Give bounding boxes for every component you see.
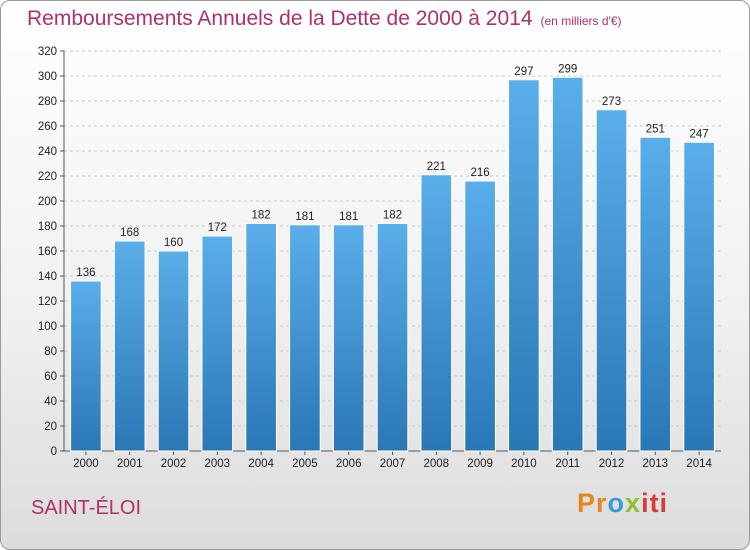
bar-2010[interactable] [508,79,540,452]
y-tick-label: 200 [38,196,57,208]
chart-title-main: Remboursements Annuels de la Dette de 20… [27,7,533,30]
bar-2013[interactable] [639,136,672,452]
y-tick-label: 280 [38,96,57,108]
y-tick-label: 140 [38,271,57,283]
bar-2011[interactable] [551,76,584,452]
y-tick-label: 180 [38,221,57,233]
bars [70,76,715,452]
x-tick-label: 2009 [467,458,493,470]
chart-title: Remboursements Annuels de la Dette de 20… [27,7,622,31]
x-tick-label: 2012 [599,458,625,470]
data-label-2002: 160 [164,237,183,249]
chart-title-unit: (en milliers d'€) [540,14,622,28]
bar-2002[interactable] [157,250,190,452]
x-tick-label: 2001 [117,458,143,470]
y-tick-label: 240 [38,146,57,158]
y-tick-label: 40 [44,396,57,408]
y-tick-label: 220 [38,171,57,183]
bar-2012[interactable] [595,109,628,452]
x-tick-label: 2000 [73,458,99,470]
x-tick-label: 2003 [205,458,231,470]
bar-2004[interactable] [245,223,277,452]
data-label-2003: 172 [208,222,227,234]
y-tick-label: 20 [44,421,57,433]
bar-2001[interactable] [113,240,146,452]
data-label-2011: 299 [558,63,577,75]
x-tick-label: 2002 [161,458,187,470]
data-label-2008: 221 [427,161,446,173]
data-label-2010: 297 [514,66,533,78]
data-label-2014: 247 [690,128,709,140]
logo-part-4: iti [641,488,669,518]
x-tick-label: 2011 [555,458,580,470]
bar-2014[interactable] [683,141,715,452]
data-labels: 136 168 160 172 182 181 181 182 221 216 297 299 273 2… [76,63,708,279]
y-tick-label: 260 [38,121,57,133]
x-tick-label: 2007 [380,458,406,470]
y-tick-label: 0 [51,446,57,458]
y-tick-label: 300 [38,71,57,83]
logo-part-3: x [625,488,642,518]
logo-part-2: o [607,488,626,518]
y-tick-label: 320 [38,46,57,58]
x-tick-label: 2006 [336,458,362,470]
data-label-2004: 182 [252,210,271,222]
bar-2009[interactable] [464,180,496,452]
data-label-2006: 181 [339,211,358,223]
data-label-2012: 273 [602,96,621,108]
commune-name: SAINT-ÉLOI [31,497,142,519]
bar-2007[interactable] [376,223,409,452]
x-tick-label: 2008 [424,458,450,470]
bar-2006[interactable] [332,224,365,452]
data-label-2001: 168 [120,227,139,239]
bar-2003[interactable] [201,235,234,452]
proxiti-logo[interactable]: Proxiti [577,488,668,519]
x-tick-label: 2010 [511,458,537,470]
logo-part-1: Pr [577,488,608,518]
x-tick-label: 2014 [686,458,712,470]
data-label-2009: 216 [471,167,490,179]
x-tick-label: 2005 [292,458,318,470]
y-tick-label: 80 [44,346,57,358]
x-tick-label: 2013 [643,458,669,470]
y-tick-label: 100 [38,321,57,333]
bar-2000[interactable] [70,280,102,452]
bar-2008[interactable] [420,174,453,452]
data-label-2000: 136 [76,267,95,279]
bar-2005[interactable] [289,224,321,452]
data-label-2005: 181 [295,211,314,223]
y-tick-label: 120 [38,296,57,308]
x-tick-label: 2004 [248,458,274,470]
data-label-2007: 182 [383,210,402,222]
y-tick-label: 60 [44,371,57,383]
y-tick-label: 160 [38,246,57,258]
data-label-2013: 251 [646,123,665,135]
